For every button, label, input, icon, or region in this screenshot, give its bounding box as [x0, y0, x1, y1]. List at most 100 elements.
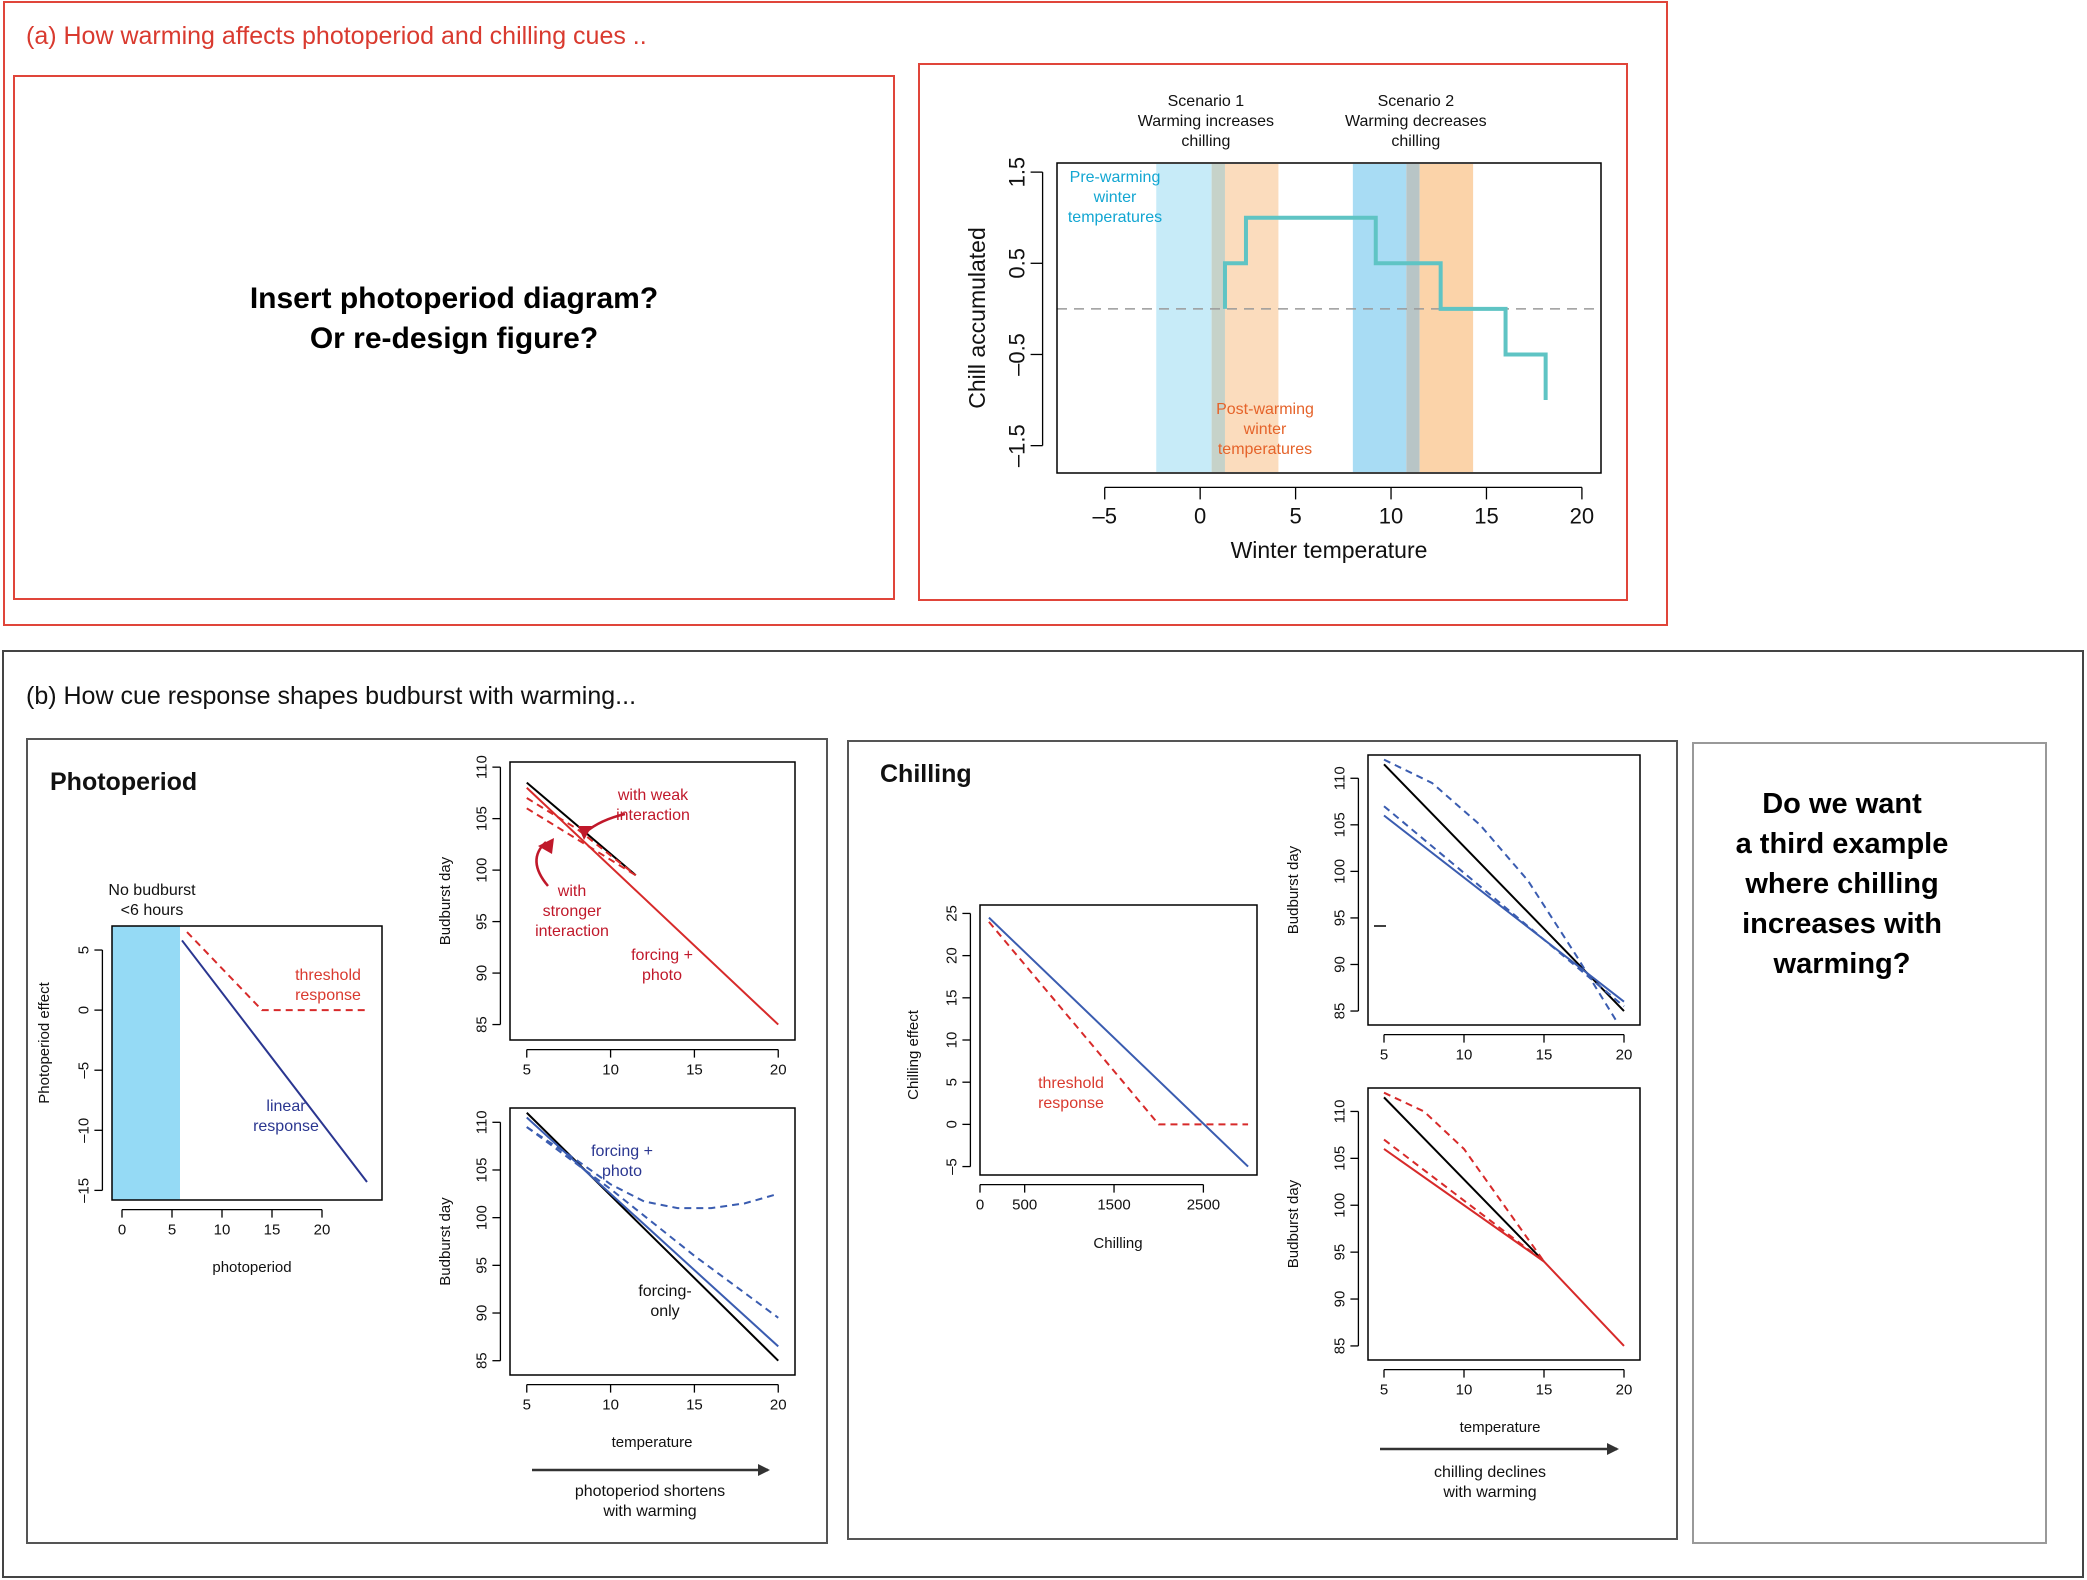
- chill-budburst-bottom-xtick-label-1: 10: [1456, 1382, 1473, 1399]
- chill-budburst-bottom-plot-frame: [1367, 1087, 1641, 1361]
- chill-budburst-top-ytick-label-0: 85: [1331, 1003, 1348, 1020]
- photo-budburst-bottom-ytick-label-4: 105: [473, 1157, 490, 1182]
- photoperiod-frame: [26, 738, 828, 1544]
- chilling-effect-xtick-label-1: 500: [1012, 1197, 1037, 1214]
- chill-accumulated-xtick-label-2: 5: [1289, 503, 1301, 528]
- chilling-effect-ytick-label-2: 5: [943, 1078, 960, 1086]
- chilling-effect-threshold-label-line-1: threshold: [1038, 1075, 1104, 1092]
- chill-accumulated-scenario-1-line-1: Scenario 1: [1168, 93, 1245, 110]
- question-line-5: warming?: [1773, 948, 1911, 980]
- photoperiod-effect-xtick-label-1: 5: [168, 1222, 176, 1239]
- chill-accumulated-pre-label-line-3: temperatures: [1068, 209, 1162, 226]
- photoperiod-effect-threshold-label-line-2: response: [295, 987, 361, 1004]
- photo-budburst-bottom-plot-frame: [509, 1107, 796, 1376]
- photo-budburst-bottom-xtick-label-2: 15: [686, 1397, 703, 1414]
- chill-budburst-bottom-ytick-label-0: 85: [1331, 1338, 1348, 1355]
- photo-budburst-bottom-xtick-label-3: 20: [770, 1397, 787, 1414]
- photoperiod-title: Photoperiod: [50, 768, 198, 796]
- panel-a-header: (a) How warming affects photoperiod and …: [26, 22, 647, 50]
- photoperiod-effect-xtick-label-2: 10: [214, 1222, 231, 1239]
- photo-budburst-bottom-xlabel: temperature: [612, 1434, 693, 1451]
- photo-budburst-top-xtick-label-2: 15: [686, 1062, 703, 1079]
- chilling-effect-ytick-label-4: 15: [943, 989, 960, 1006]
- question-line-3: where chilling: [1745, 868, 1939, 900]
- chilling-effect-xtick-label-2: 1500: [1097, 1197, 1130, 1214]
- chilling-effect-ytick-label-0: –5: [943, 1158, 960, 1175]
- photo-budburst-top-ytick-label-2: 95: [473, 913, 490, 930]
- chill-budburst-bottom-ylabel: Budburst day: [1285, 1179, 1302, 1268]
- chill-budburst-bottom-series-3: [1383, 1091, 1545, 1263]
- photo-budburst-top-ytick-label-5: 110: [473, 755, 490, 779]
- photo-budburst-bottom-ytick-label-0: 85: [473, 1352, 490, 1369]
- photo-budburst-bottom-forcing-only-label-line-1: forcing-: [638, 1283, 691, 1300]
- chill-budburst-bottom-xtick-label-2: 15: [1536, 1382, 1553, 1399]
- chill-accumulated-post-label-line-2: winter: [1243, 421, 1287, 438]
- chill-budburst-bottom-ytick-label-3: 100: [1331, 1193, 1348, 1218]
- question-line-4: increases with: [1742, 908, 1942, 940]
- chill-budburst-bottom-ytick-label-1: 90: [1331, 1291, 1348, 1308]
- chill-accumulated-ytick-label-2: 0.5: [1005, 248, 1030, 279]
- chill-budburst-top-ytick-label-1: 90: [1331, 956, 1348, 973]
- chill-accumulated-ytick-label-0: –1.5: [1005, 424, 1030, 467]
- photo-budburst-bottom-ylabel: Budburst day: [437, 1197, 454, 1286]
- photo-budburst-top-xtick-label-1: 10: [602, 1062, 619, 1079]
- chilling-arrow-label-2: with warming: [1443, 1484, 1537, 1501]
- photo-budburst-top-weak-arrowhead: [578, 826, 592, 840]
- photo-budburst-bottom-forcing-photo-label-line-2: photo: [602, 1163, 642, 1180]
- chill-budburst-top-xtick-label-1: 10: [1456, 1047, 1473, 1064]
- chilling-effect-series-0: [988, 916, 1249, 1168]
- photoperiod-effect-ytick-label-0: –15: [75, 1178, 92, 1203]
- panel-a-frame: [3, 1, 1668, 626]
- chilling-effect-ytick-label-1: 0: [943, 1120, 960, 1128]
- chilling-frame: [847, 740, 1678, 1540]
- chill-accumulated-band-4: [1406, 164, 1420, 472]
- chill-accumulated-band-1: [1211, 164, 1225, 472]
- chill-budburst-top-ytick-label-3: 100: [1331, 859, 1348, 884]
- chilling-effect-series-1: [988, 921, 1249, 1126]
- chill-accumulated-band-5: [1419, 164, 1474, 472]
- photo-budburst-top-weak-label-line-1: with weak: [617, 787, 689, 804]
- photo-budburst-top-ytick-label-3: 100: [473, 858, 490, 883]
- photo-budburst-bottom-ytick-label-5: 110: [473, 1110, 490, 1134]
- photoperiod-effect-threshold-label-line-1: threshold: [295, 967, 361, 984]
- chill-accumulated-band-0: [1156, 164, 1212, 472]
- panel-a-placeholder-line-1: Insert photoperiod diagram?: [249, 282, 659, 315]
- photo-budburst-bottom-ytick-label-3: 100: [473, 1205, 490, 1230]
- photo-budburst-top-ytick-label-0: 85: [473, 1016, 490, 1033]
- photoperiod-arrow-label-2: with warming: [603, 1503, 697, 1520]
- photoperiod-effect-series-0: [181, 939, 368, 1183]
- chill-budburst-bottom-xlabel: temperature: [1460, 1419, 1541, 1436]
- chill-budburst-bottom-ytick-label-4: 105: [1331, 1146, 1348, 1171]
- chill-budburst-top-series-1: [1383, 814, 1625, 1003]
- chill-accumulated-xtick-label-5: 20: [1570, 503, 1594, 528]
- chill-accumulated-xlabel: Winter temperature: [1231, 537, 1428, 563]
- chill-accumulated-scenario-2-line-1: Scenario 2: [1378, 93, 1455, 110]
- chill-budburst-bottom-series-1: [1383, 1148, 1625, 1347]
- chill-budburst-top-series-2: [1383, 805, 1625, 1008]
- photoperiod-effect-linear-label-line-2: response: [253, 1118, 319, 1135]
- photo-budburst-bottom-forcing-only-label-line-2: only: [650, 1303, 679, 1320]
- photoperiod-effect-no-budburst-shade: [112, 926, 180, 1200]
- chill-budburst-top-ylabel: Budburst day: [1285, 845, 1302, 934]
- chilling-effect-ytick-label-3: 10: [943, 1032, 960, 1049]
- photoperiod-effect-linear-label-line-1: linear: [266, 1098, 306, 1115]
- chilling-effect-ytick-label-6: 25: [943, 905, 960, 922]
- question-frame: [1692, 742, 2047, 1544]
- chilling-effect-ylabel: Chilling effect: [905, 1009, 922, 1100]
- photo-budburst-bottom-xtick-label-1: 10: [602, 1397, 619, 1414]
- panel-b-header: (b) How cue response shapes budburst wit…: [26, 682, 637, 710]
- photo-budburst-top-xtick-label-3: 20: [770, 1062, 787, 1079]
- photoperiod-effect-ytick-label-2: –5: [75, 1062, 92, 1079]
- chill-budburst-bottom-ytick-label-5: 110: [1331, 1099, 1348, 1123]
- chill-accumulated-scenario-2-line-3: chilling: [1391, 133, 1440, 150]
- chilling-arrow-label-1: chilling declines: [1433, 1464, 1547, 1481]
- chill-accumulated-scenario-2-line-2: Warming decreases: [1345, 113, 1487, 130]
- photo-budburst-top-stronger-label-line-1: with: [557, 883, 586, 900]
- chilling-effect-xtick-label-0: 0: [976, 1197, 984, 1214]
- photo-budburst-top-forcing-photo-label-line-2: photo: [642, 967, 682, 984]
- photoperiod-effect-plot-frame: [111, 925, 383, 1201]
- chill-budburst-bottom-xtick-label-0: 5: [1380, 1382, 1388, 1399]
- photo-budburst-top-stronger-arrowhead: [538, 838, 554, 854]
- chill-accumulated-xtick-label-4: 15: [1474, 503, 1498, 528]
- question-line-1: Do we want: [1762, 788, 1922, 820]
